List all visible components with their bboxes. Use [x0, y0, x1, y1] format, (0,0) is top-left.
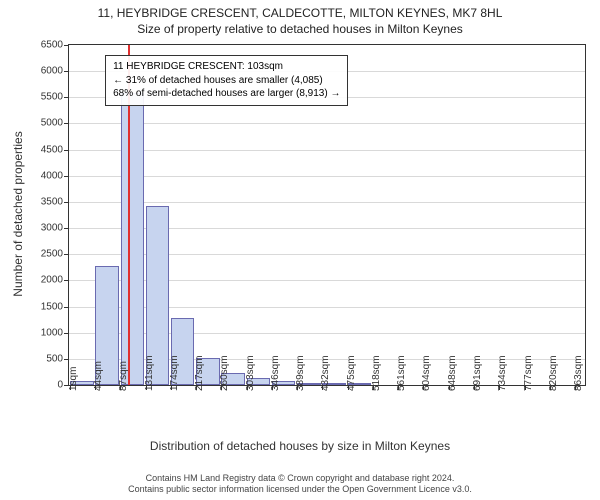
xtick-label: 561sqm	[396, 355, 407, 391]
xtick-label: 820sqm	[548, 355, 559, 391]
info-box-line-1: 11 HEYBRIDGE CRESCENT: 103sqm	[113, 60, 340, 74]
xtick-label: 648sqm	[447, 355, 458, 391]
footer-attribution: Contains HM Land Registry data © Crown c…	[0, 473, 600, 496]
ytick-label: 4500	[41, 144, 69, 155]
ytick-label: 2000	[41, 275, 69, 286]
xtick-label: 260sqm	[219, 355, 230, 391]
xtick-label: 734sqm	[497, 355, 508, 391]
footer-line-1: Contains HM Land Registry data © Crown c…	[0, 473, 600, 485]
y-axis-title: Number of detached properties	[11, 131, 25, 296]
title-line-1: 11, HEYBRIDGE CRESCENT, CALDECOTTE, MILT…	[0, 6, 600, 22]
xtick-label: 691sqm	[472, 355, 483, 391]
ytick-label: 5000	[41, 118, 69, 129]
grid-line	[69, 176, 585, 177]
ytick-label: 500	[46, 353, 69, 364]
ytick-label: 4000	[41, 170, 69, 181]
info-box-line-3: 68% of semi-detached houses are larger (…	[113, 87, 340, 101]
info-box-line-2: ← 31% of detached houses are smaller (4,…	[113, 74, 340, 88]
xtick-label: 1sqm	[68, 367, 79, 391]
xtick-label: 604sqm	[421, 355, 432, 391]
ytick-label: 5500	[41, 92, 69, 103]
ytick-label: 1000	[41, 327, 69, 338]
footer-line-2: Contains public sector information licen…	[0, 484, 600, 496]
xtick-label: 518sqm	[371, 355, 382, 391]
histogram-bar	[121, 93, 144, 385]
xtick-label: 777sqm	[523, 355, 534, 391]
ytick-label: 6500	[41, 40, 69, 51]
ytick-label: 3500	[41, 196, 69, 207]
xtick-label: 217sqm	[194, 355, 205, 391]
xtick-label: 174sqm	[169, 355, 180, 391]
grid-line	[69, 202, 585, 203]
xtick-label: 432sqm	[320, 355, 331, 391]
page-root: 11, HEYBRIDGE CRESCENT, CALDECOTTE, MILT…	[0, 0, 600, 500]
title-line-2: Size of property relative to detached ho…	[0, 22, 600, 38]
x-axis-title: Distribution of detached houses by size …	[0, 439, 600, 453]
ytick-label: 1500	[41, 301, 69, 312]
grid-line	[69, 123, 585, 124]
grid-line	[69, 150, 585, 151]
xtick-label: 475sqm	[346, 355, 357, 391]
xtick-label: 87sqm	[118, 361, 129, 391]
xtick-label: 303sqm	[245, 355, 256, 391]
info-box: 11 HEYBRIDGE CRESCENT: 103sqm← 31% of de…	[105, 55, 348, 106]
title-block: 11, HEYBRIDGE CRESCENT, CALDECOTTE, MILT…	[0, 0, 600, 37]
histogram-chart: 0500100015002000250030003500400045005000…	[68, 44, 586, 386]
ytick-label: 2500	[41, 249, 69, 260]
xtick-label: 131sqm	[144, 355, 155, 391]
ytick-label: 6000	[41, 66, 69, 77]
ytick-label: 3000	[41, 223, 69, 234]
xtick-label: 389sqm	[295, 355, 306, 391]
xtick-label: 863sqm	[573, 355, 584, 391]
xtick-label: 346sqm	[270, 355, 281, 391]
xtick-label: 44sqm	[93, 361, 104, 391]
